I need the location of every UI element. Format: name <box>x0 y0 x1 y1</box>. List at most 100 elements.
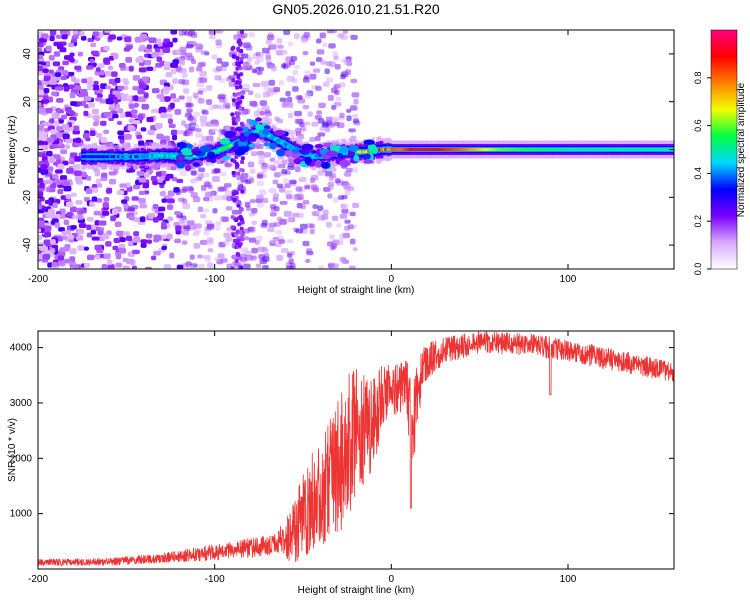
ridge-blob <box>176 161 186 169</box>
noise-cell <box>309 61 316 66</box>
noise-cell <box>52 154 61 160</box>
noise-column-cell <box>236 46 241 51</box>
noise-cell <box>267 87 274 92</box>
noise-cell <box>309 73 317 80</box>
ridge-core <box>437 148 441 151</box>
noise-cell <box>135 56 144 63</box>
noise-cell <box>42 253 51 260</box>
x-tick-label: -100 <box>205 574 225 585</box>
noise-cell <box>79 31 85 37</box>
ridge-core <box>100 155 104 159</box>
noise-cell <box>320 60 327 65</box>
noise-cell <box>61 124 69 130</box>
ridge-blob <box>177 156 184 161</box>
noise-cell <box>138 190 146 196</box>
noise-cell <box>80 100 87 107</box>
noise-cell <box>140 127 147 132</box>
noise-cell <box>161 221 167 228</box>
ridge-blob <box>363 159 374 164</box>
noise-cell <box>91 187 99 193</box>
noise-cell <box>139 216 146 223</box>
noise-cell <box>132 75 141 81</box>
noise-cell <box>89 201 95 207</box>
noise-cell <box>259 111 265 116</box>
ridge-core <box>560 148 564 151</box>
ridge-core <box>119 155 123 159</box>
ridge-core <box>223 146 227 150</box>
noise-cell <box>155 171 162 177</box>
spectrogram-x-label: Height of straight line (km) <box>298 285 415 296</box>
noise-cell <box>121 199 128 204</box>
noise-cell <box>225 206 233 211</box>
noise-cell <box>108 178 117 185</box>
noise-cell <box>38 84 44 90</box>
noise-cell <box>339 112 345 118</box>
noise-cell <box>197 90 204 95</box>
ridge-core <box>367 150 371 153</box>
ridge-core <box>161 154 166 157</box>
ridge-core <box>106 155 110 159</box>
noise-column-cell <box>240 189 245 194</box>
noise-cell <box>63 185 72 192</box>
ridge-core <box>581 148 585 151</box>
noise-cell <box>181 79 189 86</box>
noise-cell <box>248 176 254 181</box>
ridge-core <box>401 148 405 151</box>
noise-cell <box>336 223 342 228</box>
noise-column-cell <box>239 235 244 240</box>
noise-cell <box>118 63 126 68</box>
noise-cell <box>103 57 110 64</box>
noise-cell <box>117 120 123 125</box>
noise-cell <box>317 215 326 221</box>
noise-cell <box>272 193 279 199</box>
noise-cell <box>184 113 190 118</box>
noise-cell <box>137 114 144 121</box>
noise-cell <box>171 176 178 182</box>
noise-cell <box>206 262 214 269</box>
noise-cell <box>257 202 264 208</box>
noise-cell <box>54 86 63 91</box>
noise-column-cell <box>236 252 241 257</box>
noise-cell <box>243 84 251 90</box>
noise-column-cell <box>236 203 241 208</box>
noise-cell <box>138 46 145 52</box>
snr-series-line <box>38 331 674 567</box>
noise-cell <box>294 64 300 70</box>
noise-cell <box>285 90 291 97</box>
noise-cell <box>266 34 275 41</box>
y-tick-label: -20 <box>22 190 33 205</box>
noise-cell <box>38 253 43 259</box>
noise-cell <box>69 248 77 255</box>
ridge-blob <box>283 150 294 158</box>
ridge-core <box>422 148 426 151</box>
ridge-core <box>666 148 670 151</box>
ridge-core <box>271 136 276 140</box>
noise-cell <box>76 101 82 106</box>
noise-cell <box>101 263 108 269</box>
ridge-core <box>218 148 223 152</box>
noise-cell <box>207 248 214 253</box>
noise-cell <box>350 135 357 142</box>
ridge-core <box>479 148 484 151</box>
noise-cell <box>330 245 336 251</box>
noise-cell <box>43 75 51 82</box>
noise-cell <box>286 75 295 82</box>
noise-cell <box>95 97 103 102</box>
noise-cell <box>38 249 42 255</box>
noise-cell <box>319 126 327 131</box>
noise-cell <box>279 200 288 205</box>
noise-cell <box>275 230 283 235</box>
ridge-core <box>645 148 649 151</box>
noise-cell <box>131 196 139 201</box>
noise-cell <box>272 179 279 185</box>
noise-cell <box>116 230 124 237</box>
ridge-blob <box>192 150 202 155</box>
noise-cell <box>77 93 84 98</box>
ridge-blob <box>322 142 331 148</box>
noise-cell <box>61 33 68 40</box>
noise-cell <box>139 33 147 40</box>
noise-cell <box>259 100 267 106</box>
noise-cell <box>258 189 267 195</box>
noise-cell <box>85 188 93 194</box>
